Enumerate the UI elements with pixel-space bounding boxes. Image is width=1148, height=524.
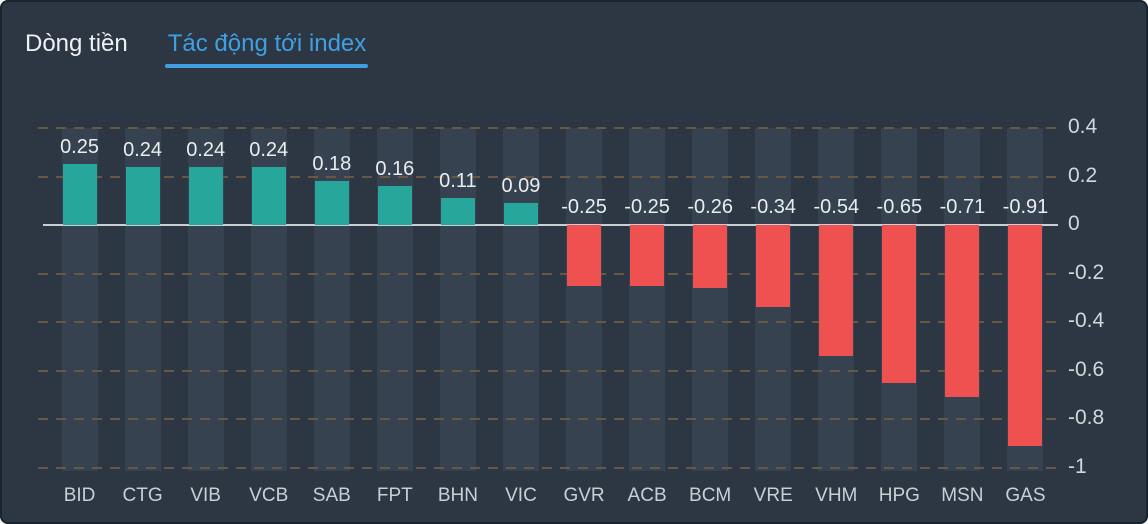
bar-value-label: 0.09 [501,175,541,198]
category-label: BCM [689,485,732,506]
grid-line [38,369,1058,372]
active-tab-underline [164,64,369,68]
bar-value-label: 0.16 [375,158,415,181]
category-label: MSN [941,485,984,506]
grid-line [38,175,1058,178]
category-label: VHM [815,485,858,506]
tab-index-impact-label: Tác động tới index [167,30,367,57]
y-axis-label: 0 [1068,212,1080,235]
category-label: ACB [627,485,667,506]
y-axis-label: -0.4 [1068,309,1105,332]
impact-bar[interactable] [756,225,791,308]
y-axis-label: 0.2 [1068,163,1098,187]
category-label: BHN [437,485,478,506]
impact-bar[interactable] [567,225,602,286]
y-axis-label: 0.4 [1068,115,1098,138]
category-label: GVR [563,485,605,506]
impact-bar[interactable] [945,225,980,398]
y-axis-label: -0.6 [1068,357,1105,381]
column-track [566,128,603,471]
impact-bar[interactable] [503,203,538,225]
column-track [376,128,413,471]
column-track [629,128,666,471]
impact-bar[interactable] [630,225,665,286]
bar-value-label: -0.71 [939,196,986,218]
bar-value-label: 0.24 [123,138,163,161]
tab-money-flow[interactable]: Dòng tiền [25,30,128,57]
bar-value-label: 0.24 [186,138,226,161]
impact-bar[interactable] [188,166,223,225]
impact-bar[interactable] [314,181,349,225]
bar-value-label: -0.65 [876,196,923,218]
grid-line [38,321,1058,323]
bar-value-label: 0.24 [249,138,289,161]
y-axis-label: -0.2 [1068,260,1105,284]
impact-bar[interactable] [1008,225,1043,446]
category-label: VIC [505,485,537,506]
grid-line [38,272,1058,275]
impact-bar[interactable] [693,225,728,289]
category-label: GAS [1005,485,1046,506]
impact-bar[interactable] [62,164,97,225]
bar-value-label: 0.11 [439,170,477,193]
impact-bar[interactable] [377,186,412,225]
impact-bar[interactable] [440,198,475,225]
impact-bar[interactable] [125,166,160,225]
category-label: CTG [122,485,163,506]
bar-value-label: -0.54 [813,196,860,218]
grid-line [38,466,1058,469]
category-label: VCB [249,485,289,506]
bar-value-label: -0.91 [1002,196,1049,218]
bar-value-label: -0.26 [687,196,733,218]
column-track [502,128,539,471]
bar-value-label: 0.25 [60,136,99,159]
category-label: VIB [190,485,221,506]
tab-bar: Dòng tiền Tác động tới index [25,30,369,68]
y-axis-label: -1 [1068,454,1087,478]
category-label: SAB [312,485,351,506]
bar-value-label: -0.25 [624,196,670,218]
grid-line [38,418,1058,420]
zero-line [43,224,1058,226]
category-label: VRE [753,485,793,506]
bar-value-label: -0.25 [561,196,607,218]
y-axis-label: -0.8 [1068,406,1105,429]
impact-bar[interactable] [819,225,854,356]
grid-line [38,127,1058,129]
impact-bar[interactable] [882,225,917,383]
category-label: FPT [376,485,413,506]
column-track [692,128,729,471]
bar-value-label: 0.18 [312,153,352,176]
bar-value-label: -0.34 [750,196,797,218]
tab-index-impact[interactable]: Tác động tới index [164,30,369,68]
category-label: BID [63,485,96,506]
column-track [439,128,476,471]
impact-bar[interactable] [251,166,286,225]
category-label: HPG [878,485,920,506]
